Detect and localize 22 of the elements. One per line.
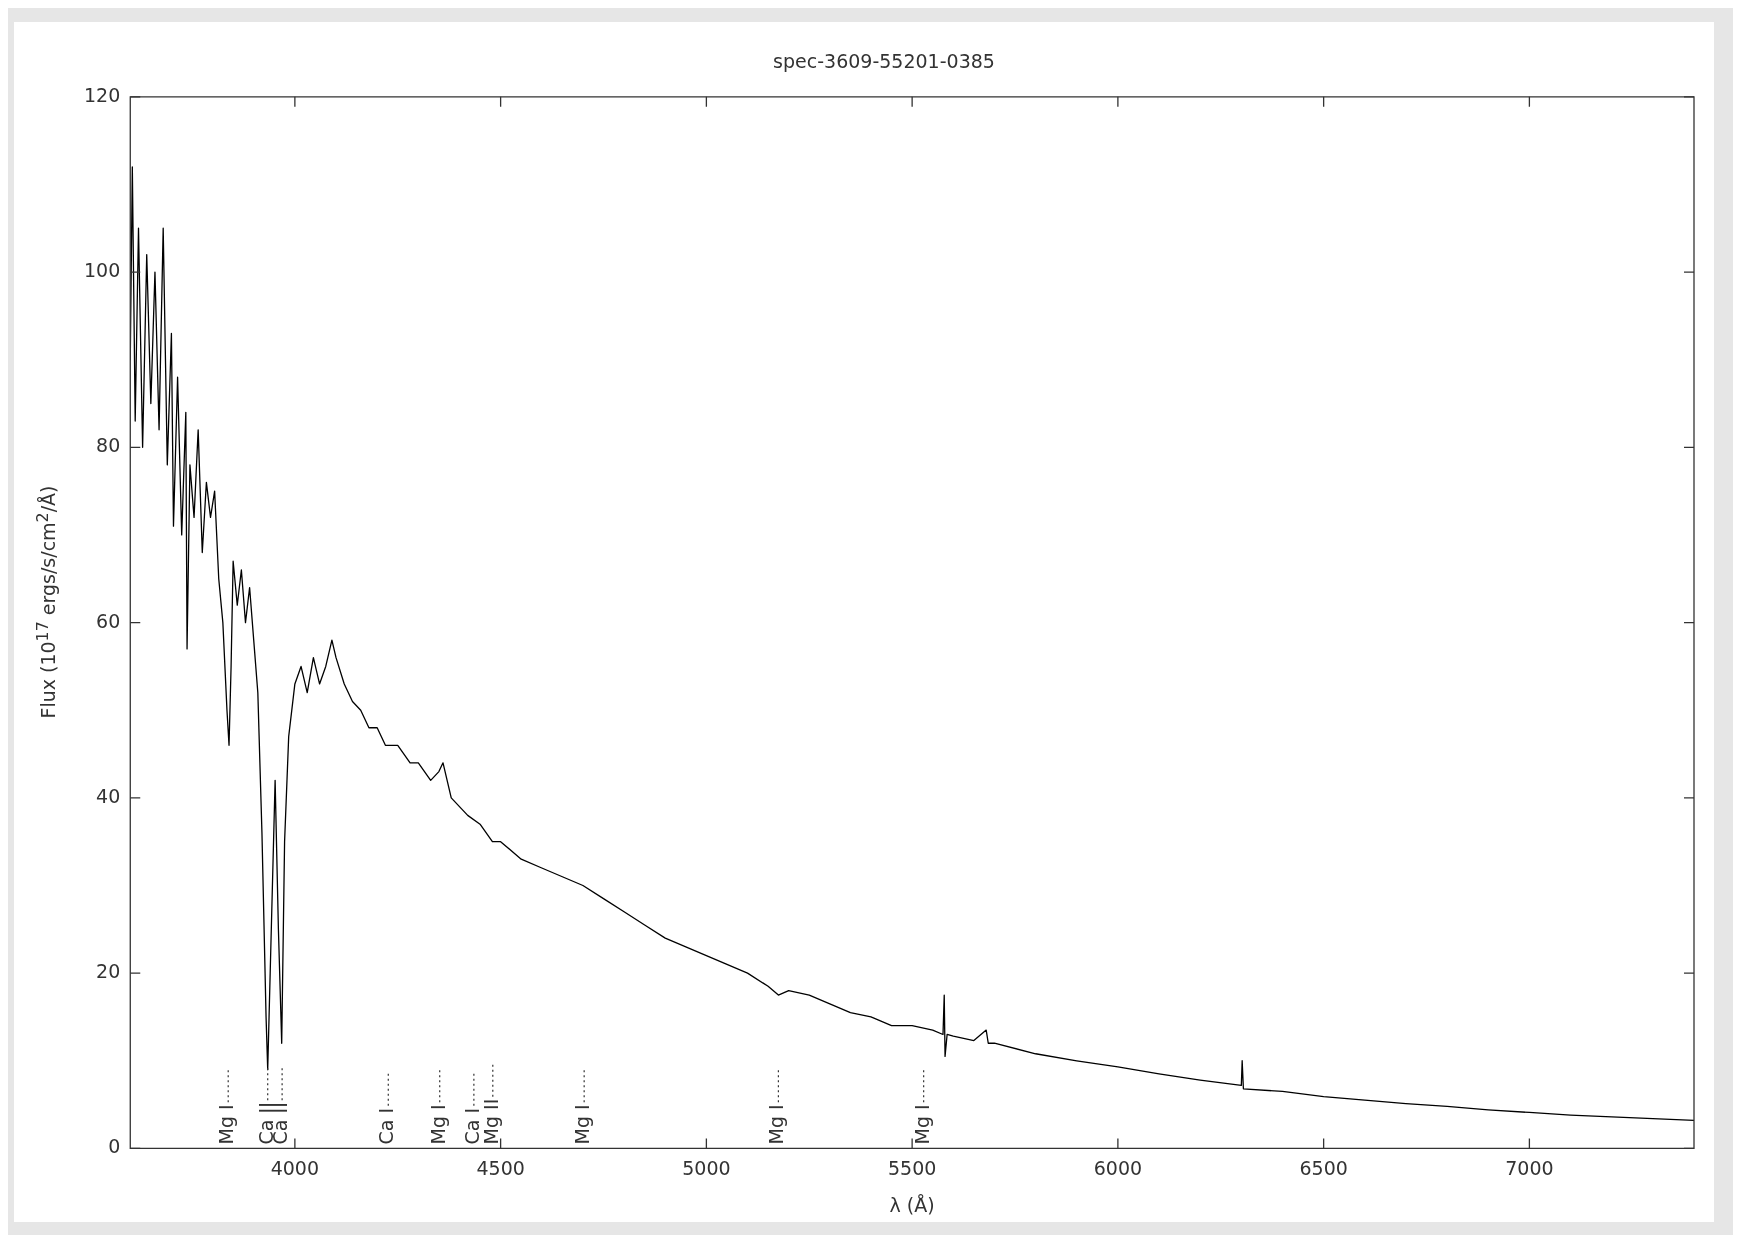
ref-line-label: Mg I	[426, 1104, 449, 1145]
ref-line-label: Mg I	[910, 1104, 933, 1145]
y-tick-label: 40	[96, 784, 121, 807]
y-tick-label: 60	[96, 609, 121, 632]
y-tick-label: 120	[84, 83, 121, 106]
ref-line-label: Mg I	[765, 1104, 788, 1145]
x-tick-label: 5000	[682, 1156, 731, 1179]
x-tick-label: 5500	[887, 1156, 937, 1179]
x-tick-label: 7000	[1505, 1156, 1554, 1179]
y-tick-label: 0	[108, 1135, 121, 1158]
x-tick-label: 4000	[270, 1156, 320, 1179]
ref-line-label: Mg I	[215, 1104, 238, 1145]
x-axis-title: λ (Å)	[889, 1193, 935, 1216]
y-tick-label: 100	[84, 259, 121, 281]
y-tick-label: 20	[96, 960, 121, 983]
ref-line-label: Ca I	[375, 1107, 398, 1145]
x-tick-label: 4500	[476, 1156, 525, 1179]
y-tick-label: 80	[96, 434, 121, 457]
x-tick-label: 6000	[1093, 1156, 1143, 1179]
ref-line-label: Mg I	[571, 1104, 594, 1145]
x-tick-label: 6500	[1299, 1156, 1348, 1179]
chart-title: spec-3609-55201-0385	[773, 50, 995, 73]
